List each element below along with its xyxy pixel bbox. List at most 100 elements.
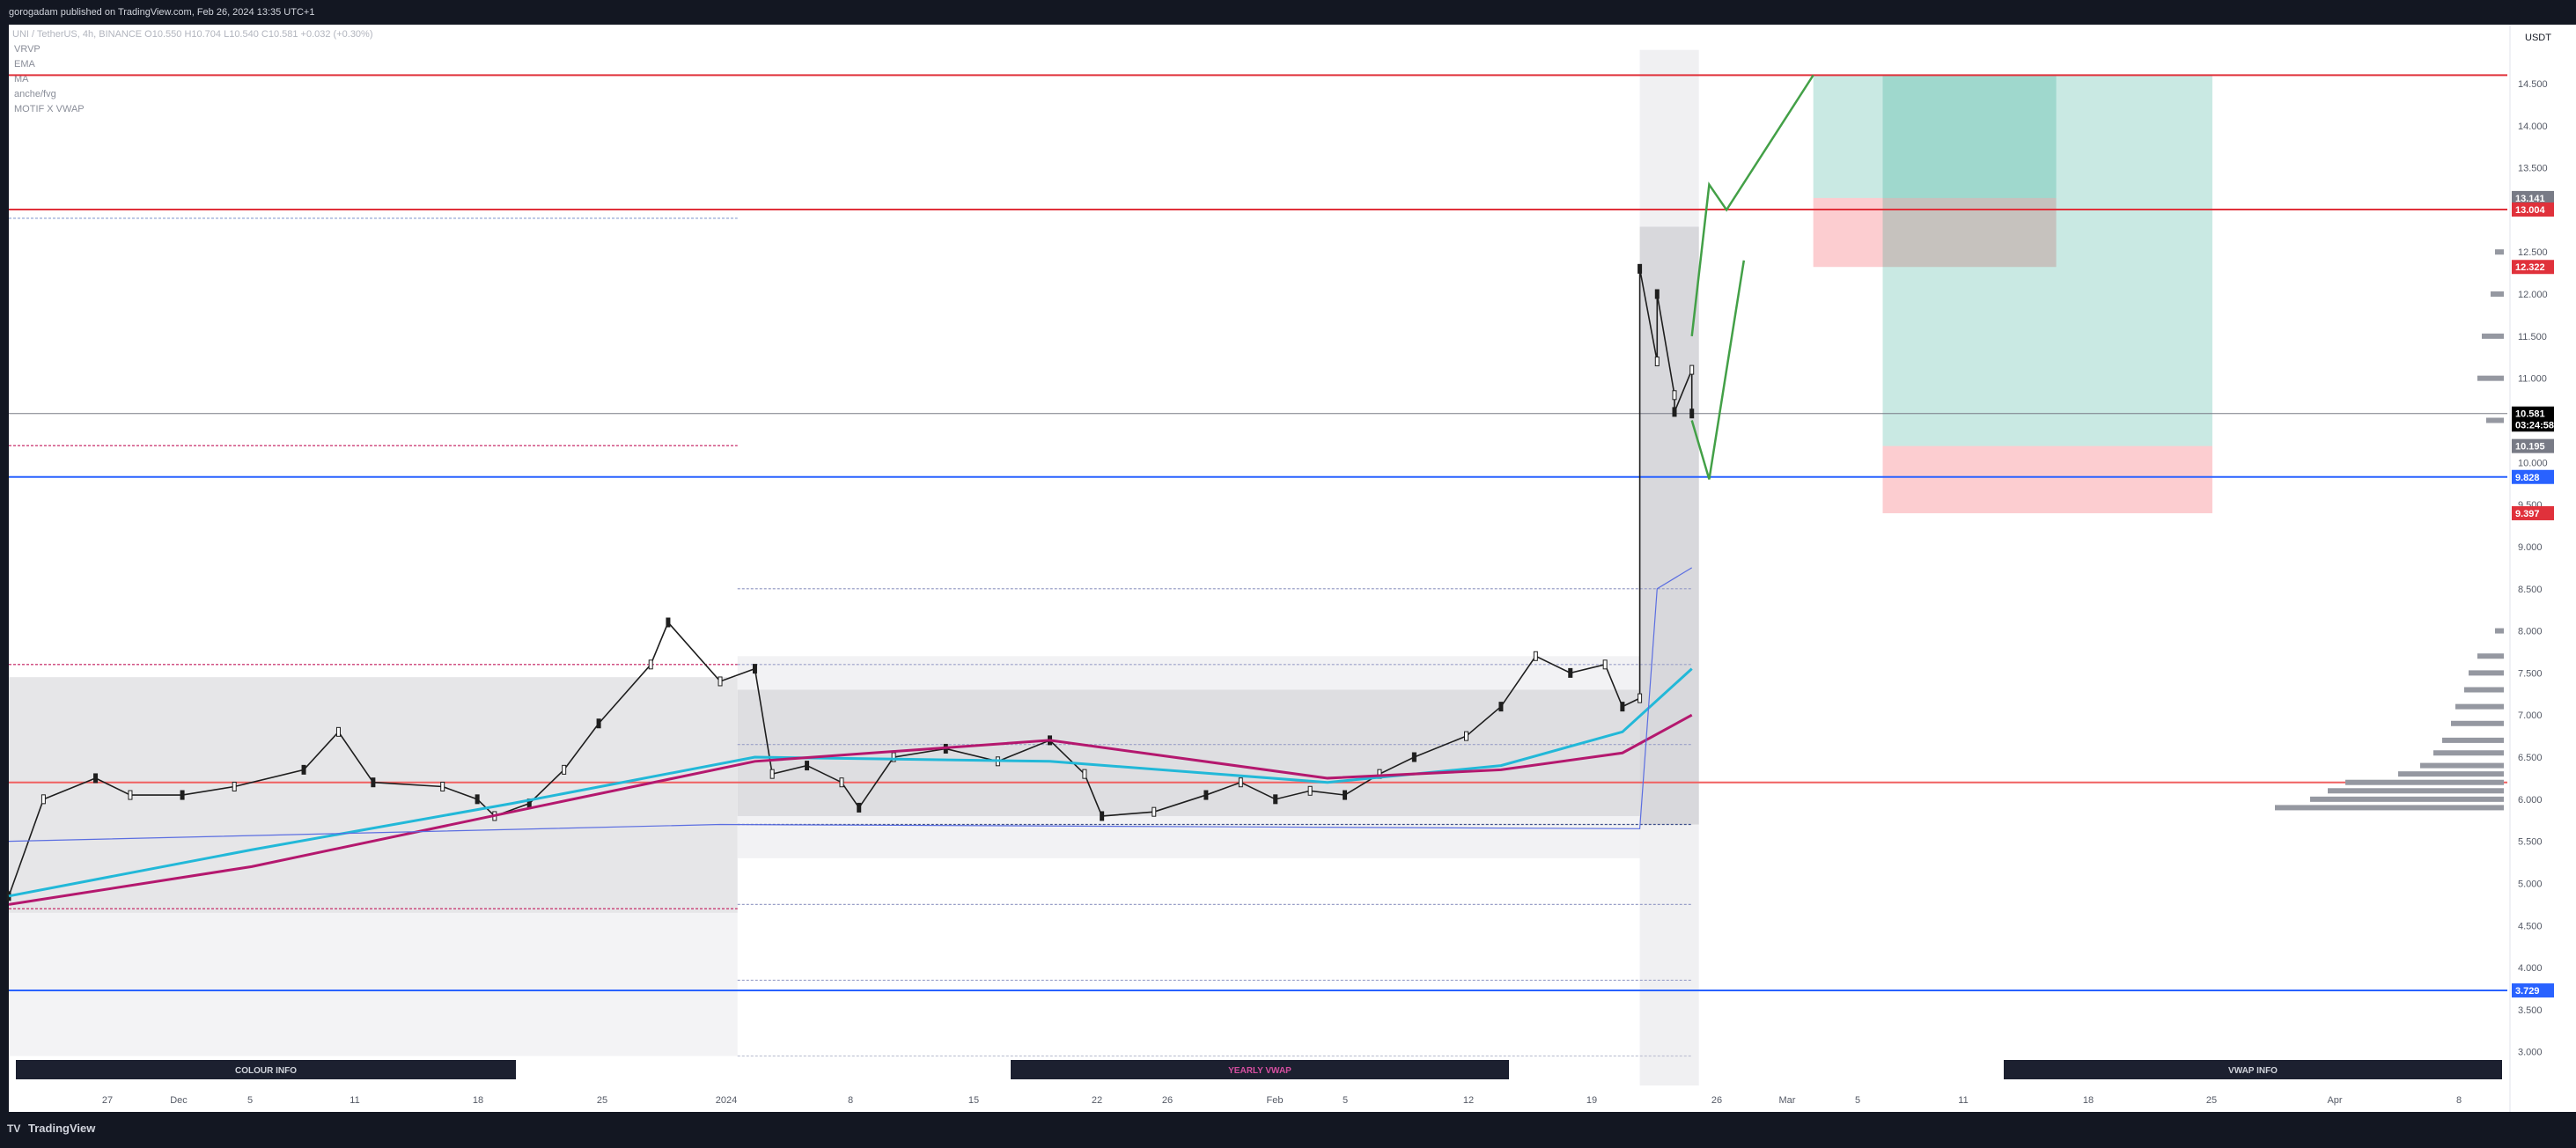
price-tick-label: 6.500: [2518, 753, 2543, 763]
candle: [562, 764, 567, 775]
info-box[interactable]: [1011, 1060, 1509, 1079]
candle: [335, 726, 341, 737]
candle: [1672, 407, 1677, 417]
volume-profile-bar: [2477, 653, 2504, 659]
time-tick-label: 18: [473, 1095, 483, 1106]
candle: [440, 781, 445, 791]
price-tick-label: 11.000: [2518, 374, 2547, 385]
volume-profile-bar: [2495, 249, 2504, 255]
publisher-info: gorogadam published on TradingView.com, …: [9, 7, 314, 18]
indicator-legend-item[interactable]: EMA: [14, 59, 36, 70]
candle: [1343, 790, 1348, 800]
price-label-badge[interactable]: [2512, 505, 2554, 520]
candle: [1568, 667, 1573, 678]
price-label-badge[interactable]: [2512, 983, 2554, 998]
volume-profile-bar: [2451, 720, 2504, 726]
candle: [1533, 651, 1538, 661]
price-tick-label: 5.000: [2518, 879, 2543, 889]
tradingview-logo-icon: TV: [7, 1122, 20, 1135]
time-tick-label: 25: [597, 1095, 607, 1106]
time-tick-label: 19: [1586, 1095, 1597, 1106]
candle: [839, 777, 844, 788]
candle: [371, 777, 376, 788]
long-position-target-zone[interactable]: [1813, 75, 2057, 198]
time-tick-label: 8: [2456, 1095, 2462, 1106]
candle: [1638, 693, 1643, 703]
candle: [1152, 806, 1157, 817]
candle: [1498, 702, 1504, 712]
price-label-badge[interactable]: [2512, 438, 2554, 453]
price-label-badge[interactable]: [2512, 260, 2554, 275]
indicator-legend-item[interactable]: MA: [14, 74, 29, 85]
vwap-outer-zone: [9, 912, 738, 1056]
price-label-badge[interactable]: [2512, 417, 2554, 432]
candle: [475, 794, 480, 805]
info-box[interactable]: [2004, 1060, 2502, 1079]
candle: [1620, 702, 1625, 712]
time-tick-label: 2024: [716, 1095, 737, 1106]
price-label-text: 10.195: [2515, 442, 2545, 453]
price-tick-label: 8.000: [2518, 627, 2543, 637]
candle: [1654, 357, 1660, 367]
indicator-legend-item[interactable]: MOTIF X VWAP: [14, 104, 85, 114]
time-tick-label: Apr: [2327, 1095, 2342, 1106]
candle: [596, 718, 601, 729]
info-box-label: VWAP INFO: [2228, 1066, 2278, 1076]
price-axis: [2510, 25, 2576, 1112]
candle: [301, 764, 306, 775]
time-tick-label: 5: [247, 1095, 253, 1106]
long-position-stop-zone[interactable]: [1882, 445, 2212, 513]
price-tick-label: 11.500: [2518, 332, 2547, 342]
price-label-badge[interactable]: [2512, 469, 2554, 484]
info-box[interactable]: [16, 1060, 516, 1079]
indicator-legend-item[interactable]: VRVP: [14, 44, 40, 55]
price-tick-label: 6.000: [2518, 795, 2543, 806]
volume-profile-bar: [2482, 333, 2504, 339]
volume-profile-bar: [2469, 670, 2504, 676]
candle: [1273, 794, 1278, 805]
time-tick-label: 22: [1092, 1095, 1102, 1106]
vwap-band-zone-2: [737, 689, 1692, 816]
price-label-text: 13.004: [2515, 205, 2546, 216]
vwap-band-zone: [9, 677, 738, 913]
price-tick-label: 3.500: [2518, 1005, 2543, 1016]
time-tick-label: 18: [2083, 1095, 2094, 1106]
candle: [1411, 752, 1417, 762]
price-label-text: 9.397: [2515, 509, 2540, 519]
long-position-target-zone[interactable]: [1882, 75, 2212, 446]
indicator-line: [8, 567, 1693, 843]
price-label-text: 03:24:58: [2515, 420, 2554, 430]
candle: [648, 659, 653, 670]
projection-path[interactable]: [1690, 74, 1814, 336]
candle: [1638, 263, 1643, 274]
candle: [752, 664, 757, 674]
footer-brand: TradingView: [28, 1122, 96, 1135]
info-box-label: COLOUR INFO: [235, 1066, 297, 1076]
price-label-badge[interactable]: [2512, 202, 2554, 217]
volume-profile-bar: [2275, 805, 2504, 811]
time-tick-label: Mar: [1779, 1095, 1796, 1106]
volume-profile-bar: [2455, 703, 2504, 710]
candle: [180, 790, 185, 800]
candle: [1689, 364, 1695, 375]
indicator-legend-item[interactable]: anche/fvg: [14, 89, 56, 99]
volume-profile-bar: [2310, 796, 2504, 802]
price-label-badge[interactable]: [2512, 190, 2554, 205]
candle: [40, 794, 46, 805]
volume-profile-bar: [2442, 737, 2504, 743]
indicator-line: [8, 713, 1693, 906]
time-tick-label: 27: [102, 1095, 113, 1106]
price-label-badge[interactable]: [2512, 406, 2554, 421]
candle: [1672, 390, 1677, 401]
volume-profile-bar: [2486, 417, 2504, 423]
volume-profile-bar: [2433, 750, 2504, 756]
candle: [1203, 790, 1209, 800]
time-tick-label: Dec: [170, 1095, 188, 1106]
time-tick-label: 26: [1711, 1095, 1722, 1106]
projection-path[interactable]: [1690, 260, 1746, 480]
price-label-text: 13.141: [2515, 194, 2545, 204]
candle: [1689, 408, 1695, 419]
price-label-text: 3.729: [2515, 986, 2540, 997]
footer-bar: [0, 1112, 2576, 1144]
